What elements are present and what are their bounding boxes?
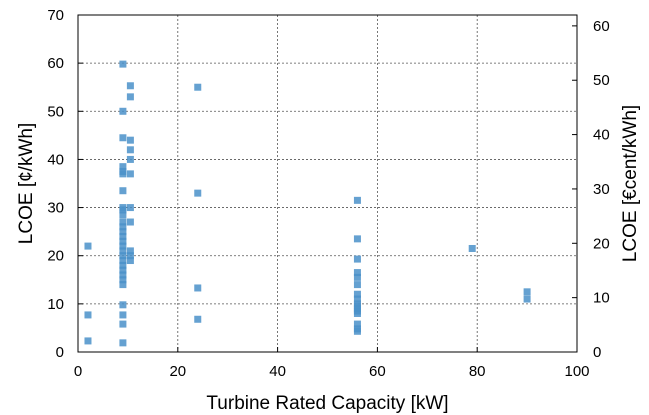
data-point (353, 281, 361, 289)
x-axis-label: Turbine Rated Capacity [kW] (206, 393, 448, 414)
data-point (119, 339, 127, 347)
x-tick-label: 80 (469, 363, 486, 380)
data-point (126, 82, 134, 90)
data-point (119, 206, 127, 214)
data-point (119, 301, 127, 309)
y2-axis-ticks: 0 10 20 30 40 50 60 (572, 18, 610, 361)
y-tick-label: 50 (47, 103, 64, 120)
data-point (119, 163, 127, 171)
data-point (194, 83, 202, 91)
data-point (119, 252, 127, 260)
data-point (468, 244, 476, 252)
data-point (119, 271, 127, 279)
grid (78, 15, 577, 352)
data-point (119, 311, 127, 319)
data-point (119, 211, 127, 219)
y2-tick-label: 40 (593, 127, 610, 144)
x-tick-label: 0 (74, 363, 82, 380)
y2-tick-label: 50 (593, 72, 610, 89)
data-point (126, 257, 134, 265)
data-point (119, 134, 127, 142)
data-point (119, 228, 127, 236)
x-tick-label: 60 (369, 363, 386, 380)
data-point (84, 311, 92, 319)
data-point (126, 170, 134, 178)
y2-axis-label: LCOE [€cent/kWh] (620, 105, 641, 262)
data-point (353, 320, 361, 328)
y2-tick-label: 20 (593, 235, 610, 252)
data-point (126, 155, 134, 163)
data-point (119, 170, 127, 178)
data-point (119, 187, 127, 195)
data-point (119, 276, 127, 284)
data-point (119, 223, 127, 231)
data-point (353, 235, 361, 243)
data-point (523, 288, 531, 296)
data-point (119, 232, 127, 240)
y2-tick-label: 30 (593, 181, 610, 198)
x-axis-ticks: 0 20 40 60 80 100 (74, 347, 590, 380)
data-point (84, 242, 92, 250)
data-point (84, 337, 92, 345)
data-point (119, 107, 127, 115)
data-point (119, 60, 127, 68)
y-tick-label: 20 (47, 248, 64, 265)
data-point (119, 237, 127, 245)
data-point (119, 266, 127, 274)
data-point (119, 218, 127, 226)
x-tick-label: 100 (564, 363, 589, 380)
data-point (194, 315, 202, 323)
y-tick-label: 60 (47, 55, 64, 72)
x-tick-label: 40 (269, 363, 286, 380)
data-point (353, 309, 361, 317)
data-points (84, 60, 531, 347)
data-point (353, 295, 361, 303)
data-point (119, 247, 127, 255)
data-point (119, 261, 127, 269)
data-point (353, 269, 361, 277)
data-point (194, 284, 202, 292)
data-point (353, 273, 361, 281)
y-tick-label: 10 (47, 296, 64, 313)
data-point (126, 136, 134, 144)
data-point (119, 242, 127, 250)
y-tick-label: 40 (47, 151, 64, 168)
data-point (523, 295, 531, 303)
y-tick-label: 70 (47, 7, 64, 24)
y-axis-label: LCOE [¢/kWh] (16, 123, 37, 244)
y-axis-ticks: 0 10 20 30 40 50 60 70 (47, 7, 83, 361)
data-point (119, 257, 127, 265)
data-point (126, 204, 134, 212)
y-tick-label: 0 (56, 344, 64, 361)
plot-frame (77, 14, 578, 353)
data-point (353, 327, 361, 335)
y2-tick-label: 0 (593, 344, 601, 361)
data-point (119, 281, 127, 289)
data-point (353, 255, 361, 263)
data-point (353, 290, 361, 298)
data-point (126, 93, 134, 101)
y2-tick-label: 60 (593, 18, 610, 35)
data-point (353, 196, 361, 204)
data-point (126, 218, 134, 226)
data-point (119, 320, 127, 328)
data-point (126, 252, 134, 260)
y2-tick-label: 10 (593, 290, 610, 307)
data-point (126, 247, 134, 255)
y-tick-label: 30 (47, 200, 64, 217)
data-point (126, 146, 134, 154)
x-tick-label: 20 (169, 363, 186, 380)
data-point (194, 189, 202, 197)
